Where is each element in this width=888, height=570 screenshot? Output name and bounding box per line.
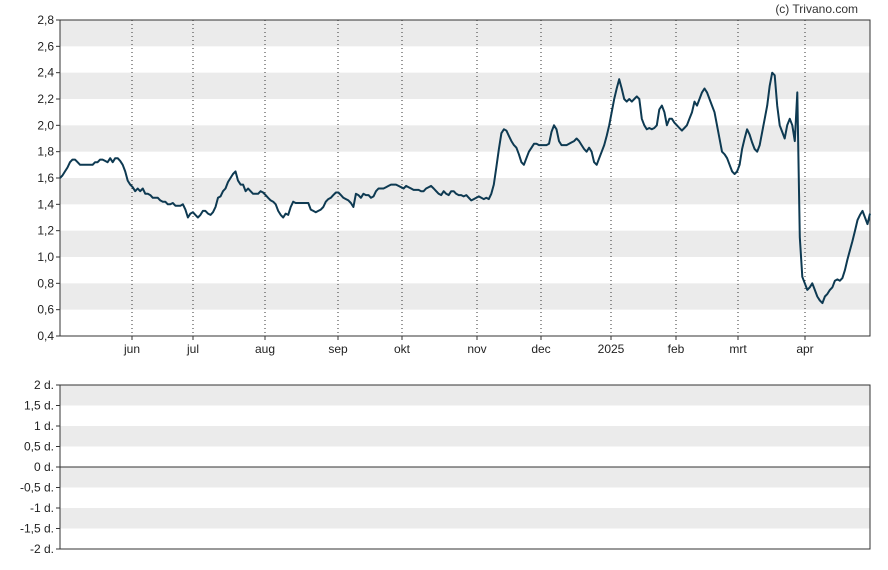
x-tick-label: sep — [328, 342, 348, 356]
x-tick-label: dec — [531, 342, 550, 356]
y-tick-label-lower: 0 d. — [34, 460, 54, 474]
x-tick-label: jun — [123, 342, 140, 356]
x-tick-label: feb — [668, 342, 685, 356]
y-tick-label: 2,4 — [37, 66, 54, 80]
y-tick-label-lower: -0,5 d. — [20, 481, 54, 495]
x-tick-label: jul — [186, 342, 199, 356]
y-tick-label: 1,8 — [37, 145, 54, 159]
y-tick-label: 2,6 — [37, 39, 54, 53]
x-tick-label: 2025 — [598, 342, 625, 356]
y-tick-label: 1,6 — [37, 171, 54, 185]
y-tick-label: 1,2 — [37, 224, 54, 238]
y-tick-label: 2,0 — [37, 118, 54, 132]
y-tick-label: 0,8 — [37, 276, 54, 290]
y-tick-label-lower: 1 d. — [34, 419, 54, 433]
lower-frame — [59, 384, 871, 550]
y-tick-label: 2,2 — [37, 92, 54, 106]
y-tick-label-lower: 0,5 d. — [24, 440, 54, 454]
x-tick-label: okt — [394, 342, 411, 356]
x-tick-label: mrt — [729, 342, 747, 356]
y-tick-label-lower: -1 d. — [30, 501, 54, 515]
y-tick-label-lower: -1,5 d. — [20, 522, 54, 536]
y-tick-label-lower: -2 d. — [30, 542, 54, 556]
grid-band-lower — [60, 508, 870, 529]
x-tick-label: nov — [467, 342, 486, 356]
y-tick-label-lower: 2 d. — [34, 378, 54, 392]
price-line — [59, 71, 871, 305]
y-tick-label: 2,8 — [37, 13, 54, 27]
grid-band — [60, 72, 870, 99]
grid-band-lower — [60, 467, 870, 488]
y-tick-label-lower: 1,5 d. — [24, 399, 54, 413]
grid-band-lower — [60, 385, 870, 406]
grid-band — [60, 230, 870, 257]
grid-band — [60, 20, 870, 47]
x-tick-label: apr — [796, 342, 813, 356]
y-tick-label: 0,6 — [37, 303, 54, 317]
y-tick-label: 1,4 — [37, 197, 54, 211]
grid-band — [60, 125, 870, 152]
grid-band — [60, 283, 870, 310]
y-tick-label: 0,4 — [37, 329, 54, 343]
grid-band — [60, 178, 870, 205]
x-tick-label: aug — [255, 342, 275, 356]
grid-band-lower — [60, 426, 870, 447]
y-tick-label: 1,0 — [37, 250, 54, 264]
watermark: (c) Trivano.com — [775, 2, 858, 16]
